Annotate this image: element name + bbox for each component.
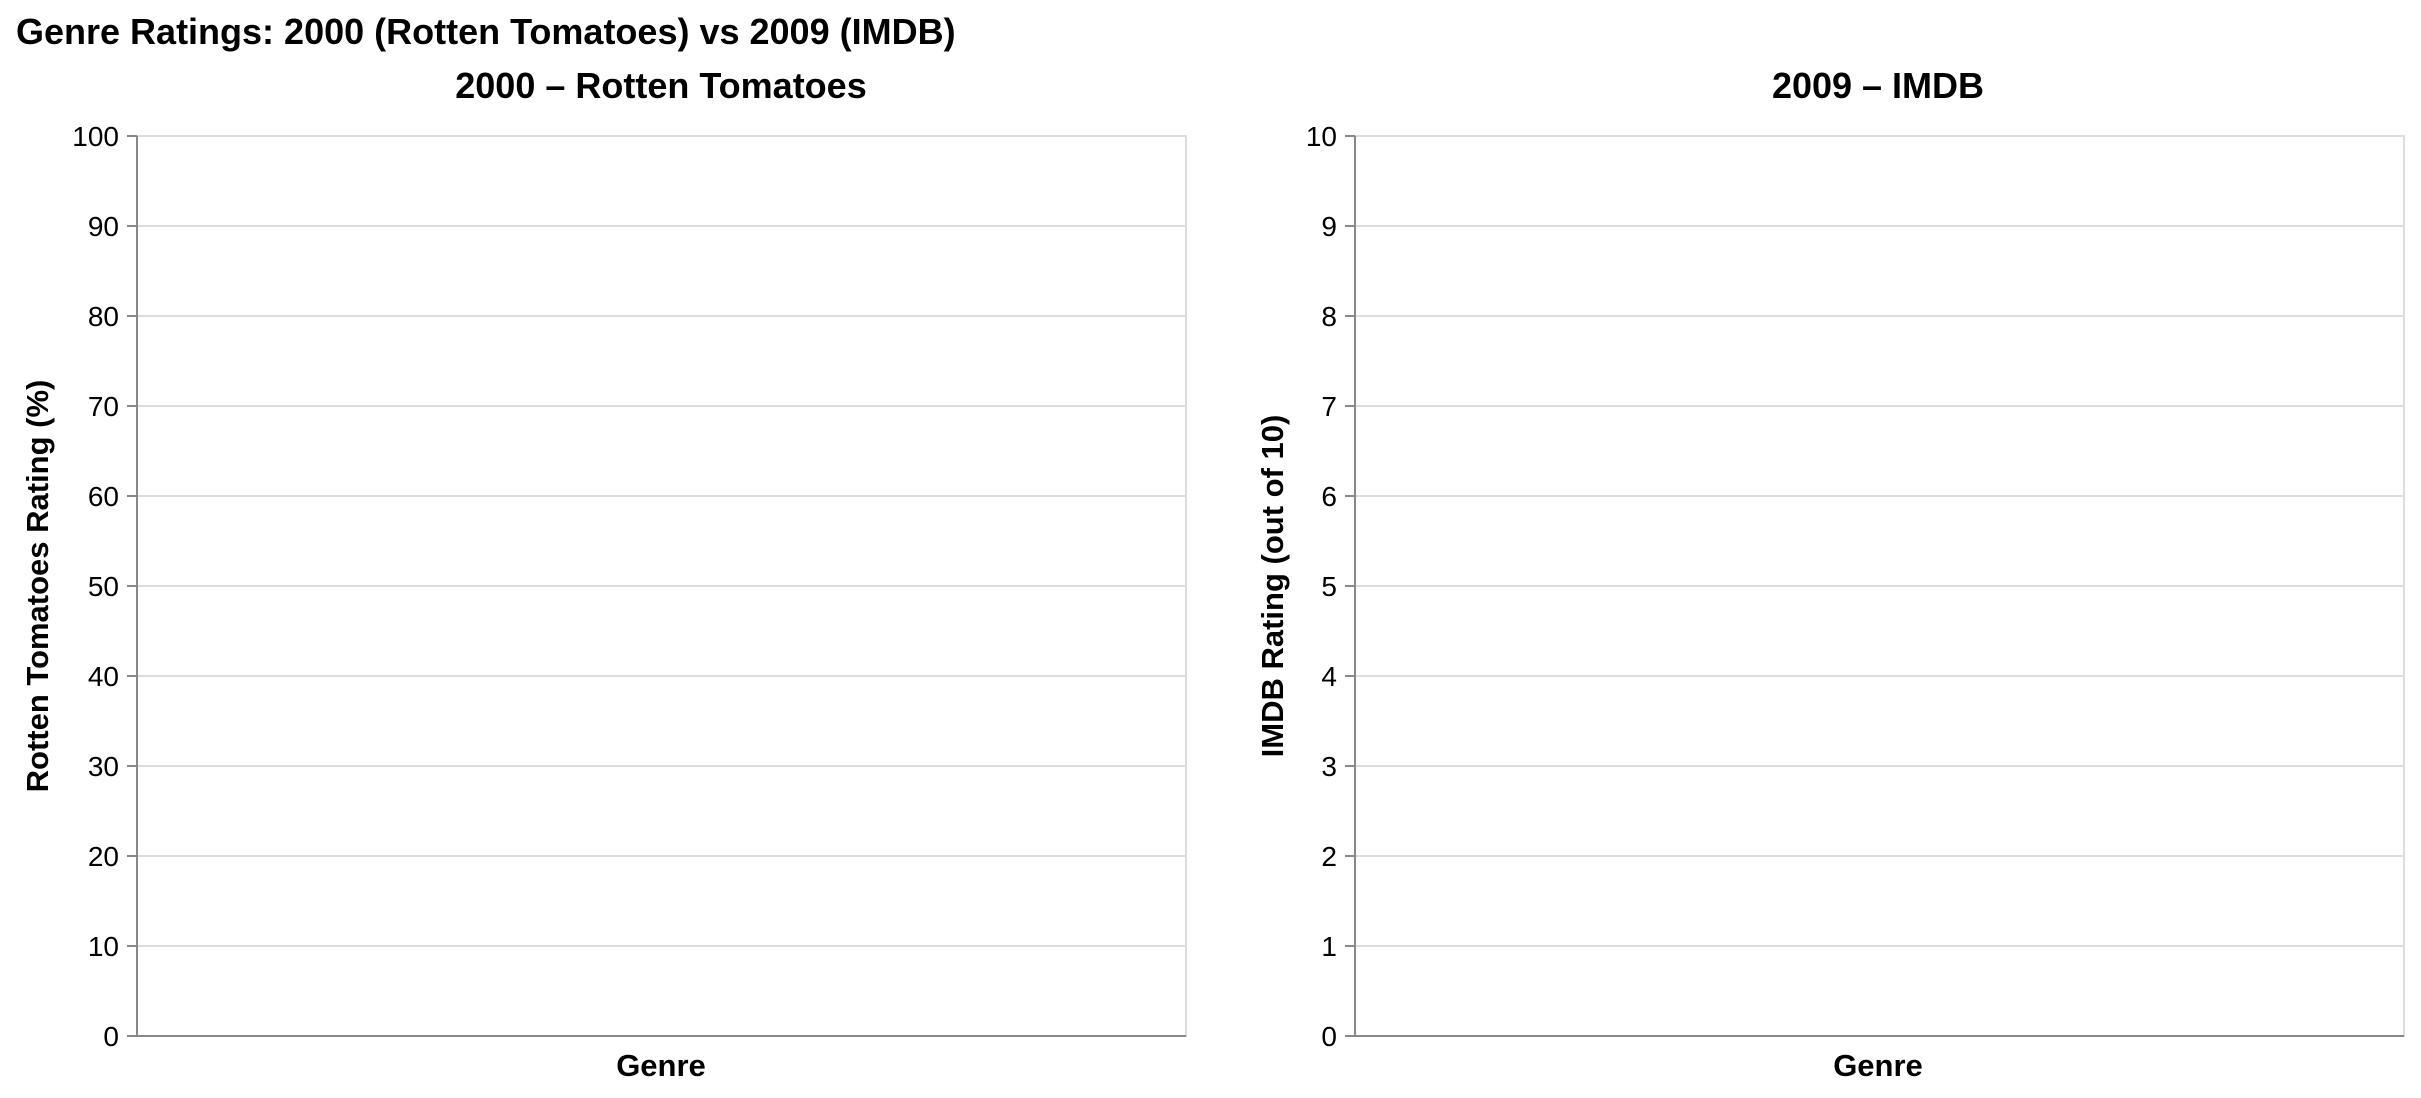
panel-title-rotten-tomatoes: 2000 – Rotten Tomatoes bbox=[455, 65, 866, 106]
x-axis-label-rotten-tomatoes: Genre bbox=[616, 1048, 706, 1083]
y-tick-label-rotten-tomatoes-100: 100 bbox=[72, 121, 119, 152]
chart-title: Genre Ratings: 2000 (Rotten Tomatoes) vs… bbox=[16, 11, 956, 52]
panel-rotten-tomatoes: 2000 – Rotten Tomatoes 0 10 20 30 40 50 60 70 80… bbox=[20, 65, 1187, 1083]
y-tick-label-rotten-tomatoes-20: 20 bbox=[88, 841, 119, 872]
y-tick-label-imdb-0: 0 bbox=[1321, 1021, 1337, 1052]
y-tick-label-imdb-4: 4 bbox=[1321, 661, 1337, 692]
x-axis-label-imdb: Genre bbox=[1833, 1048, 1923, 1083]
y-tick-label-rotten-tomatoes-60: 60 bbox=[88, 481, 119, 512]
y-axis-label-imdb: IMDB Rating (out of 10) bbox=[1255, 415, 1290, 758]
y-tick-label-rotten-tomatoes-0: 0 bbox=[103, 1021, 119, 1052]
y-tick-label-imdb-2: 2 bbox=[1321, 841, 1337, 872]
y-tick-label-imdb-8: 8 bbox=[1321, 301, 1337, 332]
y-tick-label-rotten-tomatoes-90: 90 bbox=[88, 211, 119, 242]
y-tick-label-rotten-tomatoes-70: 70 bbox=[88, 391, 119, 422]
y-tick-label-rotten-tomatoes-40: 40 bbox=[88, 661, 119, 692]
panel-imdb: 2009 – IMDB 0 1 2 3 4 5 6 7 8 9 10 Genre IMDB Rati… bbox=[1255, 65, 2405, 1083]
y-tick-label-imdb-7: 7 bbox=[1321, 391, 1337, 422]
y-tick-label-rotten-tomatoes-50: 50 bbox=[88, 571, 119, 602]
y-axis-label-rotten-tomatoes: Rotten Tomatoes Rating (%) bbox=[20, 380, 55, 793]
panel-title-imdb: 2009 – IMDB bbox=[1772, 65, 1984, 106]
y-tick-label-imdb-3: 3 bbox=[1321, 751, 1337, 782]
y-tick-label-rotten-tomatoes-30: 30 bbox=[88, 751, 119, 782]
y-tick-label-imdb-9: 9 bbox=[1321, 211, 1337, 242]
y-tick-label-imdb-5: 5 bbox=[1321, 571, 1337, 602]
y-tick-label-rotten-tomatoes-10: 10 bbox=[88, 931, 119, 962]
y-tick-label-imdb-6: 6 bbox=[1321, 481, 1337, 512]
y-tick-label-imdb-1: 1 bbox=[1321, 931, 1337, 962]
y-tick-label-imdb-10: 10 bbox=[1306, 121, 1337, 152]
y-tick-label-rotten-tomatoes-80: 80 bbox=[88, 301, 119, 332]
